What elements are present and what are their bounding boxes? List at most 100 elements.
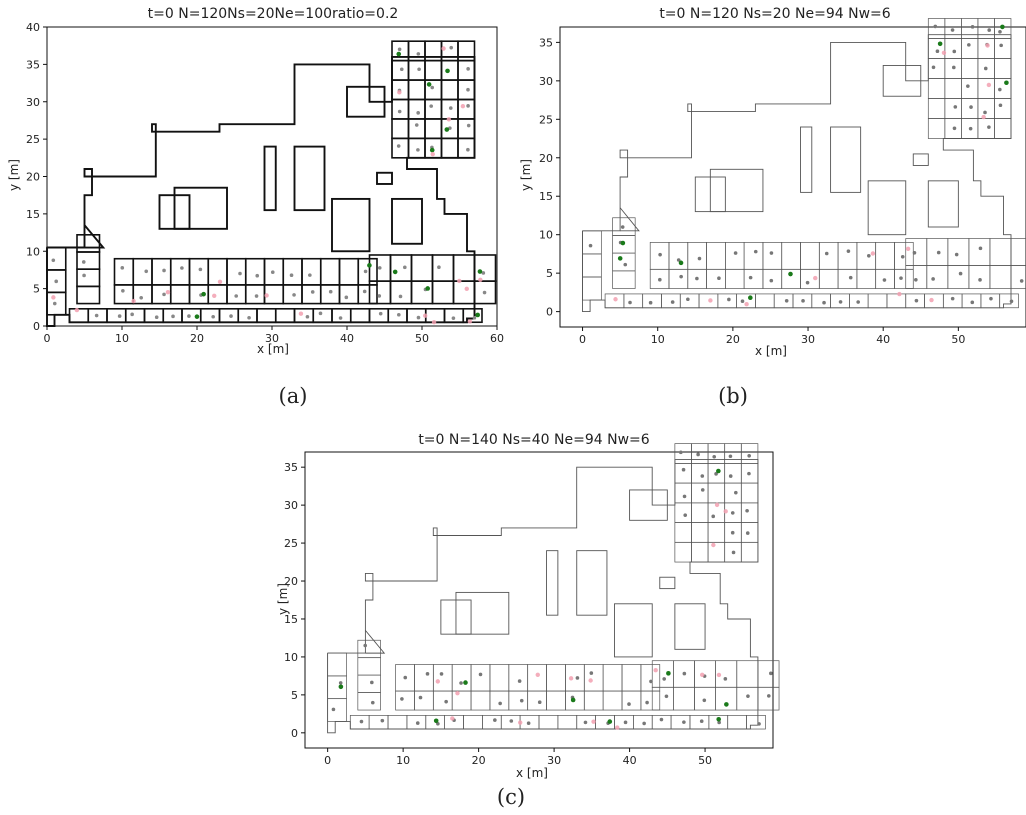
agent-dot — [734, 490, 738, 495]
special-agent-dot — [392, 269, 398, 275]
room-wall — [707, 443, 726, 464]
agent-dot — [1009, 299, 1014, 304]
agent-dot — [682, 671, 687, 676]
agent-dot — [437, 265, 441, 270]
x-tick-label: 50 — [951, 333, 965, 346]
stair-wall — [619, 207, 640, 232]
agent-dot — [472, 315, 477, 320]
inner-block — [455, 591, 510, 635]
room-wall — [736, 660, 759, 688]
agent-dot — [537, 700, 542, 705]
exit-marker — [131, 298, 136, 304]
room-wall — [46, 246, 67, 271]
y-tick-label: 5 — [291, 689, 298, 702]
room-wall — [612, 217, 636, 236]
agent-dot — [466, 67, 470, 71]
panel-a-caption: (a) — [278, 384, 308, 408]
exit-marker — [813, 275, 818, 281]
agent-dot — [270, 270, 275, 275]
agent-dot — [658, 277, 662, 282]
panel-c-xlabel: x [m] — [516, 766, 548, 780]
room-wall — [463, 715, 483, 730]
agent-dot — [449, 45, 454, 50]
special-agent-dot — [444, 127, 450, 132]
agent-dot — [686, 297, 690, 302]
room-wall — [621, 690, 642, 711]
agent-dot — [745, 531, 750, 535]
room-wall — [674, 482, 692, 504]
room-wall — [357, 674, 381, 693]
agent-dot — [998, 103, 1003, 108]
y-tick-label: 25 — [26, 133, 40, 146]
agent-dot — [308, 273, 312, 277]
agent-dot — [370, 680, 374, 685]
agent-dot — [54, 279, 59, 284]
x-tick-label: 50 — [698, 754, 712, 767]
agent-dot — [130, 312, 134, 317]
room-wall — [640, 690, 661, 711]
agent-dot — [415, 721, 420, 725]
inner-block — [674, 603, 706, 650]
room-wall — [583, 664, 604, 692]
agent-dot — [414, 123, 419, 127]
room-wall — [689, 715, 710, 730]
x-tick-label: 40 — [623, 754, 637, 767]
room-wall — [724, 482, 742, 504]
agent-dot — [914, 278, 918, 282]
special-agent-dot — [426, 82, 432, 87]
room-wall — [740, 482, 759, 504]
agent-dot — [466, 87, 470, 92]
agent-dot — [620, 225, 625, 229]
stair-wall — [83, 224, 106, 249]
agent-dot — [700, 488, 705, 492]
agent-dot — [378, 311, 383, 316]
agent-dot — [950, 296, 955, 301]
special-agent-dot — [937, 41, 943, 47]
agent-dot — [359, 719, 364, 724]
agent-dot — [481, 271, 486, 275]
special-agent-dot — [1000, 24, 1005, 30]
inner-block — [173, 186, 228, 230]
room-wall — [349, 715, 370, 730]
agent-dot — [867, 253, 871, 258]
special-agent-dot — [194, 314, 200, 319]
x-tick-label: 0 — [324, 754, 331, 767]
room-wall — [451, 690, 472, 711]
inner-block — [912, 153, 929, 166]
exit-marker — [165, 289, 171, 295]
panel-c-title: t=0 N=140 Ns=40 Ne=94 Nw=6 — [418, 432, 650, 448]
agent-dot — [952, 65, 956, 70]
agent-dot — [730, 530, 735, 535]
inner-block — [927, 180, 959, 228]
axes-frame — [559, 26, 1026, 328]
room-wall — [691, 463, 709, 484]
y-tick-label: 0 — [33, 320, 40, 333]
special-agent-dot — [477, 269, 483, 274]
agent-dot — [978, 246, 983, 251]
agent-dot — [727, 297, 731, 302]
room-wall — [583, 690, 604, 711]
agent-dot — [953, 105, 958, 109]
special-agent-dot — [607, 719, 613, 724]
agent-dot — [310, 290, 315, 294]
agent-dot — [144, 269, 149, 274]
room-wall — [724, 443, 742, 464]
agent-dot — [952, 49, 957, 54]
exit-marker — [744, 302, 749, 307]
agent-dot — [526, 721, 531, 726]
exit-marker — [464, 286, 469, 292]
agent-dot — [730, 511, 735, 515]
y-tick-label: 10 — [284, 651, 298, 664]
agent-dot — [966, 84, 970, 88]
x-tick-label: 10 — [651, 333, 665, 346]
special-agent-dot — [433, 718, 439, 724]
exit-marker — [212, 293, 217, 298]
exit-marker — [711, 542, 716, 548]
exit-marker — [985, 43, 990, 48]
y-tick-label: 10 — [539, 229, 553, 242]
agent-dot — [740, 299, 745, 303]
special-agent-dot — [716, 716, 721, 722]
agent-dot — [936, 250, 941, 255]
agent-dot — [767, 694, 771, 698]
agent-dot — [398, 294, 403, 299]
